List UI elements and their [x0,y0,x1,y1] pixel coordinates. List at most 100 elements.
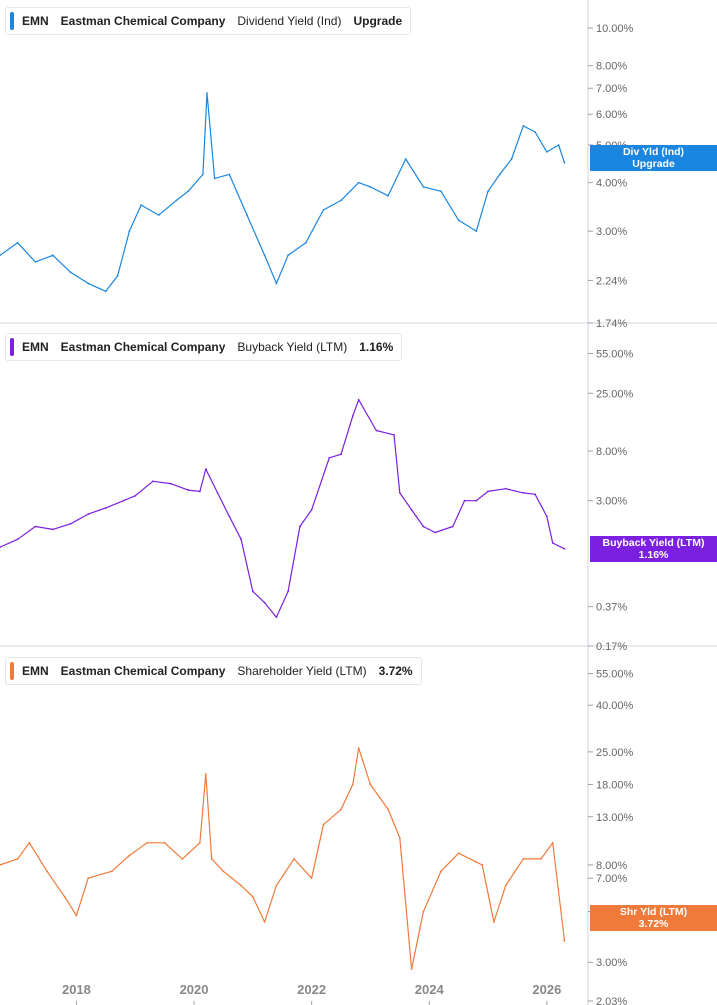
data-point [322,823,325,826]
data-point [69,522,72,525]
data-point [87,513,90,516]
y-tick-label: 3.00% [596,957,627,969]
data-point [151,480,154,483]
y-tick-label: 3.00% [596,226,627,238]
data-point [228,515,231,518]
y-tick-label: 55.00% [596,669,634,681]
data-point [181,858,184,860]
data-point [293,858,295,860]
data-point [69,271,72,274]
data-point [481,864,484,866]
y-tick-label: 3.00% [596,496,627,508]
x-tick-label: 2026 [532,982,561,997]
data-point [275,616,278,619]
y-tick-label: 0.37% [596,602,627,614]
legend-ticker: EMN [22,14,49,28]
legend-shareholder-yield: EMN Eastman Chemical Company Shareholder… [5,657,422,685]
legend-swatch-shareholder [10,662,14,680]
data-point [298,525,301,528]
series-line [0,747,566,970]
data-point [487,490,489,493]
data-point [146,841,148,844]
data-point [387,194,389,197]
data-point [387,808,389,811]
data-point [404,158,407,160]
tag-label: Div Yld (Ind) [622,146,685,158]
legend-metric: Dividend Yield (Ind) [237,14,342,28]
data-point [104,290,107,293]
data-point [369,185,372,188]
data-point [540,858,542,860]
data-point [504,487,507,490]
y-tick-label: 1.74% [596,318,627,330]
data-point [357,181,360,184]
data-point [34,525,37,528]
legend-company: Eastman Chemical Company [60,340,226,354]
data-point [34,260,37,263]
data-point [522,124,525,127]
y-tick-label: 55.00% [596,348,634,360]
y-tick-label: 40.00% [596,700,634,712]
legend-company: Eastman Chemical Company [60,14,226,28]
tag-dividend-yield: Div Yld (Ind) Upgrade [590,145,717,171]
y-tick-label: 7.00% [596,873,627,885]
data-point [440,870,442,873]
data-point [551,542,554,544]
data-point [534,131,536,133]
legend-dividend-yield: EMN Eastman Chemical Company Dividend Yi… [5,7,412,35]
data-point [310,877,313,880]
data-point [46,870,48,873]
data-point [52,254,54,257]
data-point [393,433,395,436]
data-point [422,525,425,528]
data-point [263,921,266,923]
y-tick-label: 0.17% [596,641,627,653]
y-tick-label: 8.00% [596,61,627,73]
data-point [410,508,413,511]
tag-label: Shr Yld (LTM) [619,906,688,918]
data-point [275,282,278,285]
x-tick-label: 2024 [415,982,445,997]
y-tick-label: 13.00% [596,812,634,824]
tag-value: Upgrade [632,158,675,170]
y-tick-label: 2.03% [596,996,627,1005]
legend-value[interactable]: Upgrade [353,14,403,28]
data-point [340,199,342,202]
tag-buyback-yield: Buyback Yield (LTM) 1.16% [590,536,717,562]
data-point [228,173,231,176]
legend-metric: Buyback Yield (LTM) [237,340,348,354]
data-point [434,531,437,534]
data-point [206,92,208,95]
data-point [422,185,425,188]
data-point [563,940,566,942]
data-point [204,773,207,775]
tag-shareholder-yield: Shr Yld (LTM) 3.72% [590,905,717,931]
y-tick-label: 2.24% [596,275,627,287]
data-point [557,144,560,146]
data-point [199,490,201,493]
data-point [340,453,342,456]
data-point [357,747,360,749]
legend-buyback-yield: EMN Eastman Chemical Company Buyback Yie… [5,333,403,361]
data-point [110,870,113,873]
data-point [451,525,454,528]
y-tick-label: 4.00% [596,178,627,190]
y-tick-label: 10.00% [596,23,634,35]
y-tick-label: 8.00% [596,860,627,872]
data-point [204,468,207,470]
data-point [28,841,31,844]
data-point [398,837,401,839]
legend-company: Eastman Chemical Company [60,664,226,678]
data-point [199,841,201,844]
data-point [457,219,460,222]
data-point [322,209,325,211]
data-point [128,854,131,857]
data-point [163,841,166,844]
data-point [213,177,216,180]
data-point [16,538,19,541]
y-tick-label: 18.00% [596,779,634,791]
data-point [475,499,478,502]
x-tick-label: 2020 [180,982,209,997]
series-line [0,92,566,292]
tag-label: Buyback Yield (LTM) [602,537,705,549]
